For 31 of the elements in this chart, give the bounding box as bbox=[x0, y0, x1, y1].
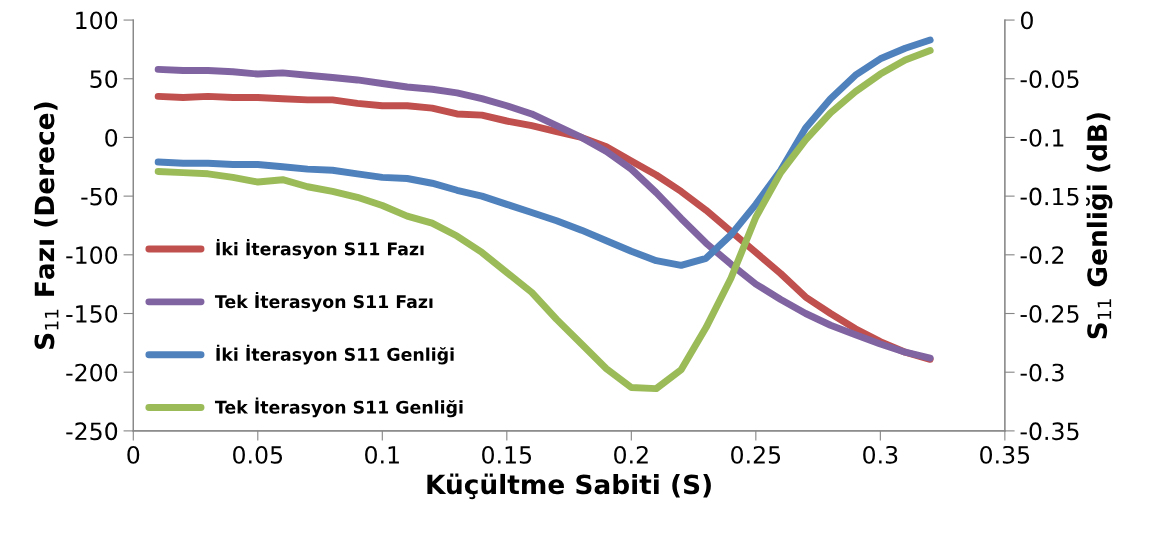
legend-label: Tek İterasyon S11 Fazı bbox=[214, 291, 433, 312]
y2-tick-label: -0.15 bbox=[1020, 187, 1079, 206]
legend-label: Tek İterasyon S11 Genliği bbox=[214, 397, 463, 418]
y2-axis-title: S$_{11}$ Genliği (dB) bbox=[1086, 113, 1113, 339]
x-tick-label: 0.25 bbox=[731, 445, 781, 464]
legend-label: İki İterasyon S11 Genliği bbox=[216, 344, 454, 365]
y-tick-label: 50 bbox=[90, 70, 118, 89]
x-tick-label: 0.15 bbox=[482, 445, 532, 464]
y2-tick-label: -0.1 bbox=[1020, 128, 1064, 147]
y-tick-label: 0 bbox=[105, 128, 118, 147]
y2-tick-label: 0 bbox=[1020, 11, 1033, 30]
y2-tick-label: -0.35 bbox=[1020, 422, 1079, 441]
x-tick-label: 0 bbox=[127, 445, 140, 464]
y-tick-label: 100 bbox=[76, 11, 118, 30]
x-tick-label: 0.1 bbox=[365, 445, 399, 464]
y-tick-label: -100 bbox=[66, 246, 118, 265]
y-tick-label: -200 bbox=[66, 363, 118, 382]
y-tick-label: -250 bbox=[66, 422, 118, 441]
y-axis-title: S$_{11}$ Fazı (Derece) bbox=[34, 102, 59, 349]
legend-label: İki İterasyon S11 Fazı bbox=[216, 239, 424, 259]
x-tick-label: 0.05 bbox=[233, 445, 283, 464]
y2-tick-label: -0.05 bbox=[1020, 70, 1079, 89]
x-axis-title: Küçültme Sabiti (S) bbox=[427, 473, 711, 500]
y-tick-label: -50 bbox=[81, 187, 118, 206]
x-tick-label: 0.3 bbox=[863, 445, 898, 464]
y-tick-label: -150 bbox=[66, 304, 118, 323]
x-tick-label: 0.35 bbox=[980, 445, 1030, 464]
y2-tick-label: -0.3 bbox=[1020, 363, 1064, 382]
y2-tick-label: -0.2 bbox=[1020, 246, 1064, 265]
x-tick-label: 0.2 bbox=[614, 445, 648, 464]
y2-tick-label: -0.25 bbox=[1020, 304, 1079, 323]
